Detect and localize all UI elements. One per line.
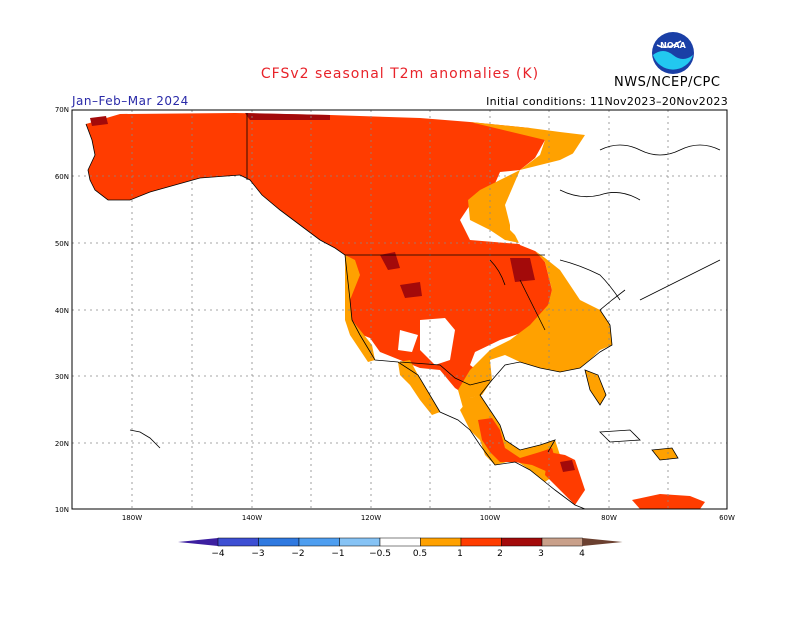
colorbar-labels: −4 −3 −2 −1 −0.5 0.5 1 2 3 4 <box>211 549 585 559</box>
org-label: NWS/NCEP/CPC <box>614 75 721 90</box>
noaa-logo-icon: NOAA <box>652 32 694 74</box>
coastlines <box>85 113 721 510</box>
latitude-labels: 70N 60N 50N 40N 30N 20N 10N <box>55 106 69 514</box>
lon-label: 180W <box>122 514 142 522</box>
lat-label: 70N <box>55 106 69 114</box>
map-title: CFSv2 seasonal T2m anomalies (K) <box>260 66 540 82</box>
colorbar-segment <box>460 537 502 547</box>
graticule <box>72 110 727 509</box>
colorbar-label: 1 <box>457 549 463 559</box>
lat-label: 50N <box>55 240 69 248</box>
lat-label: 30N <box>55 373 69 381</box>
colorbar-segment <box>420 537 462 547</box>
colorbar-label: 4 <box>579 549 585 559</box>
colorbar-segment <box>379 537 421 547</box>
colorbar-label: −0.5 <box>369 549 391 559</box>
initial-conditions-label: Initial conditions: 11Nov2023–20Nov2023 <box>486 95 728 108</box>
season-label: Jan–Feb–Mar 2024 <box>72 94 189 108</box>
colorbar-label: 3 <box>538 549 544 559</box>
colorbar-segment <box>298 537 340 547</box>
colorbar-label: −4 <box>211 549 225 559</box>
lat-label: 40N <box>55 307 69 315</box>
longitude-labels: 180W 140W 120W 100W 80W 60W <box>122 514 735 522</box>
colorbar-label: −1 <box>331 549 344 559</box>
lon-label: 100W <box>480 514 500 522</box>
colorbar-arrow-left <box>178 538 218 546</box>
colorbar <box>178 537 623 547</box>
lon-label: 120W <box>361 514 381 522</box>
colorbar-label: 0.5 <box>413 549 427 559</box>
colorbar-segment <box>541 537 583 547</box>
svg-text:NOAA: NOAA <box>660 41 686 50</box>
lon-label: 60W <box>719 514 735 522</box>
lat-label: 10N <box>55 506 69 514</box>
map-frame <box>71 109 728 510</box>
anomaly-shading <box>86 113 727 509</box>
colorbar-segment <box>258 537 300 547</box>
colorbar-label: −3 <box>251 549 264 559</box>
lat-label: 20N <box>55 440 69 448</box>
lat-label: 60N <box>55 173 69 181</box>
colorbar-label: 2 <box>497 549 503 559</box>
lon-label: 140W <box>242 514 262 522</box>
colorbar-segment <box>217 537 259 547</box>
colorbar-segment <box>339 537 381 547</box>
colorbar-label: −2 <box>291 549 304 559</box>
colorbar-segment <box>501 537 543 547</box>
lon-label: 80W <box>601 514 617 522</box>
colorbar-arrow-right <box>582 538 623 546</box>
